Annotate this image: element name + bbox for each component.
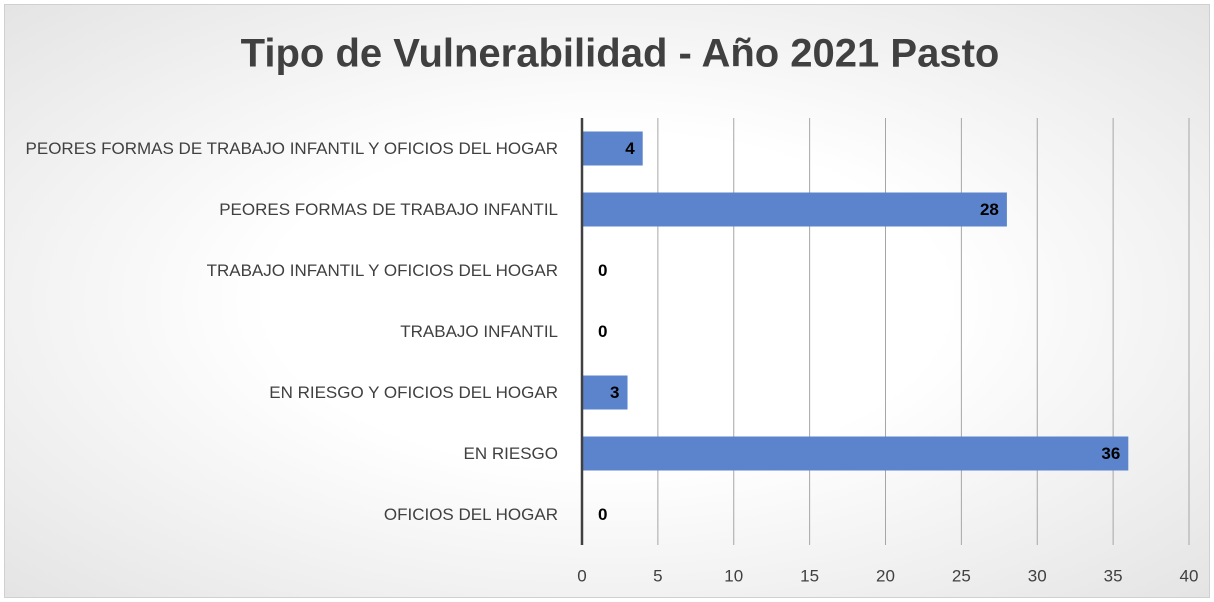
bar [582, 192, 1007, 227]
x-tick-label: 5 [653, 566, 662, 585]
data-label: 0 [598, 322, 607, 341]
data-label: 3 [610, 383, 619, 402]
data-label: 28 [980, 200, 999, 219]
x-tick-label: 35 [1104, 566, 1123, 585]
bar [582, 436, 1129, 471]
bar [582, 131, 643, 166]
data-label: 36 [1101, 444, 1120, 463]
data-label: 4 [625, 139, 635, 158]
y-tick-label: OFICIOS DEL HOGAR [383, 504, 558, 524]
chart-background [4, 4, 1210, 598]
y-tick-label: PEORES FORMAS DE TRABAJO INFANTIL Y OFIC… [25, 138, 558, 158]
x-tick-label: 0 [577, 566, 586, 585]
x-tick-label: 15 [800, 566, 819, 585]
x-tick-label: 20 [876, 566, 895, 585]
x-tick-label: 40 [1180, 566, 1199, 585]
chart-title: Tipo de Vulnerabilidad - Año 2021 Pasto [241, 32, 1000, 76]
y-tick-label: EN RIESGO Y OFICIOS DEL HOGAR [269, 382, 558, 402]
bar [582, 375, 628, 410]
x-tick-label: 30 [1028, 566, 1047, 585]
y-tick-label: TRABAJO INFANTIL Y OFICIOS DEL HOGAR [206, 260, 558, 280]
data-label: 0 [598, 261, 607, 280]
data-label: 0 [598, 505, 607, 524]
y-tick-label: PEORES FORMAS DE TRABAJO INFANTIL [219, 199, 558, 219]
x-tick-label: 10 [724, 566, 743, 585]
y-tick-label: TRABAJO INFANTIL [400, 321, 558, 341]
x-tick-label: 25 [952, 566, 971, 585]
y-tick-label: EN RIESGO [463, 443, 558, 463]
